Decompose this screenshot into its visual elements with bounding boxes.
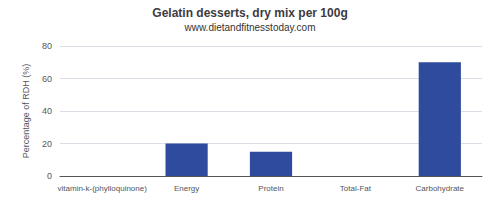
- svg-text:www.dietandfitnesstoday.com: www.dietandfitnesstoday.com: [184, 22, 316, 33]
- svg-text:Percentage of RDH (%): Percentage of RDH (%): [21, 64, 31, 159]
- svg-text:60: 60: [42, 74, 52, 84]
- svg-text:40: 40: [42, 106, 52, 116]
- svg-text:20: 20: [42, 139, 52, 149]
- svg-text:vitamin-k-(phylloquinone): vitamin-k-(phylloquinone): [58, 184, 148, 193]
- svg-text:0: 0: [47, 171, 52, 181]
- svg-text:80: 80: [42, 41, 52, 51]
- svg-text:Energy: Energy: [174, 184, 199, 193]
- svg-text:Carbohydrate: Carbohydrate: [416, 184, 465, 193]
- svg-text:Gelatin desserts, dry mix per: Gelatin desserts, dry mix per 100g: [152, 6, 347, 20]
- svg-text:Total-Fat: Total-Fat: [340, 184, 372, 193]
- svg-text:Protein: Protein: [258, 184, 283, 193]
